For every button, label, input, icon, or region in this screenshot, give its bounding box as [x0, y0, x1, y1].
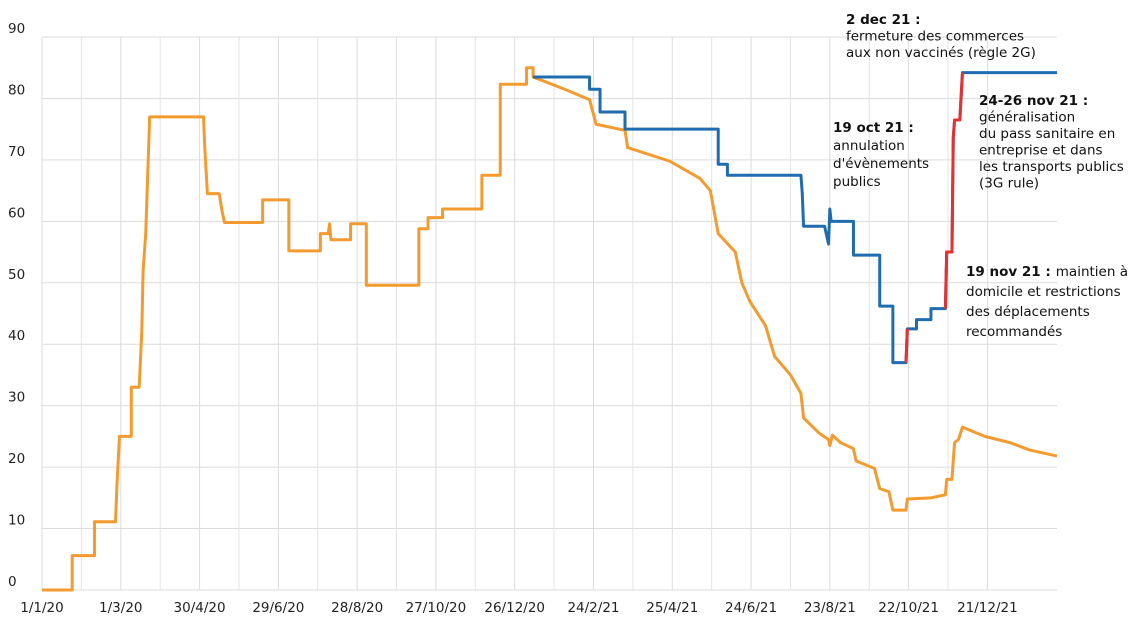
annotation-line: les transports publics [979, 159, 1124, 175]
annotation-line: domicile et restrictions [966, 284, 1121, 300]
annotation-title: 24-26 nov 21 : [979, 93, 1088, 109]
y-tick-label: 30 [8, 390, 25, 406]
annotation-line: (3G rule) [979, 176, 1039, 192]
x-tick-label: 29/6/20 [252, 600, 304, 616]
y-tick-label: 90 [8, 21, 25, 37]
line-series [42, 66, 1058, 592]
x-tick-label: 25/4/21 [646, 600, 698, 616]
annotation-line: entreprise et dans [979, 143, 1103, 159]
x-tick-label: 1/3/20 [99, 600, 142, 616]
annotation: 19 nov 21 : maintien à domicile et restric… [966, 264, 1128, 340]
x-tick-label: 30/4/20 [174, 600, 226, 616]
y-tick-label: 80 [8, 82, 25, 98]
x-tick-label: 23/8/21 [804, 600, 856, 616]
annotation-line: maintien à [1056, 264, 1128, 280]
x-tick-label: 24/2/21 [567, 600, 619, 616]
annotation-line: aux non vaccinés (règle 2G) [846, 45, 1036, 61]
annotation-line: annulation [833, 138, 905, 154]
x-tick-label: 22/10/21 [878, 600, 939, 616]
y-tick-label: 20 [8, 451, 25, 467]
annotation-line: généralisation [979, 110, 1075, 126]
annotation-title: 2 dec 21 : [846, 12, 921, 28]
annotation-line: publics [833, 174, 881, 190]
y-tick-label: 0 [8, 574, 17, 590]
annotation-line: d'évènements [833, 156, 929, 172]
annotation-title: 19 oct 21 : [833, 120, 914, 136]
annotation-title: 19 nov 21 : [966, 264, 1051, 280]
x-tick-label: 24/6/21 [725, 600, 777, 616]
annotation-line: fermeture des commerces [846, 29, 1024, 45]
y-tick-label: 40 [8, 328, 25, 344]
x-tick-label: 1/1/20 [20, 600, 63, 616]
annotation-line: recommandés [966, 324, 1062, 340]
x-tick-label: 28/8/20 [331, 600, 383, 616]
y-tick-label: 60 [8, 205, 25, 221]
y-tick-label: 70 [8, 144, 25, 160]
y-tick-label: 50 [8, 267, 25, 283]
annotation-line: du pass sanitaire en [979, 126, 1115, 142]
line-series [904, 72, 964, 363]
x-tick-label: 26/12/20 [484, 600, 545, 616]
x-tick-label: 21/12/21 [957, 600, 1018, 616]
y-tick-label: 10 [8, 513, 25, 529]
annotation-line: des déplacements [966, 304, 1090, 320]
x-tick-label: 27/10/20 [406, 600, 467, 616]
annotation: 19 oct 21 : annulation d'évènements publics [833, 120, 929, 190]
grid [41, 36, 1057, 591]
